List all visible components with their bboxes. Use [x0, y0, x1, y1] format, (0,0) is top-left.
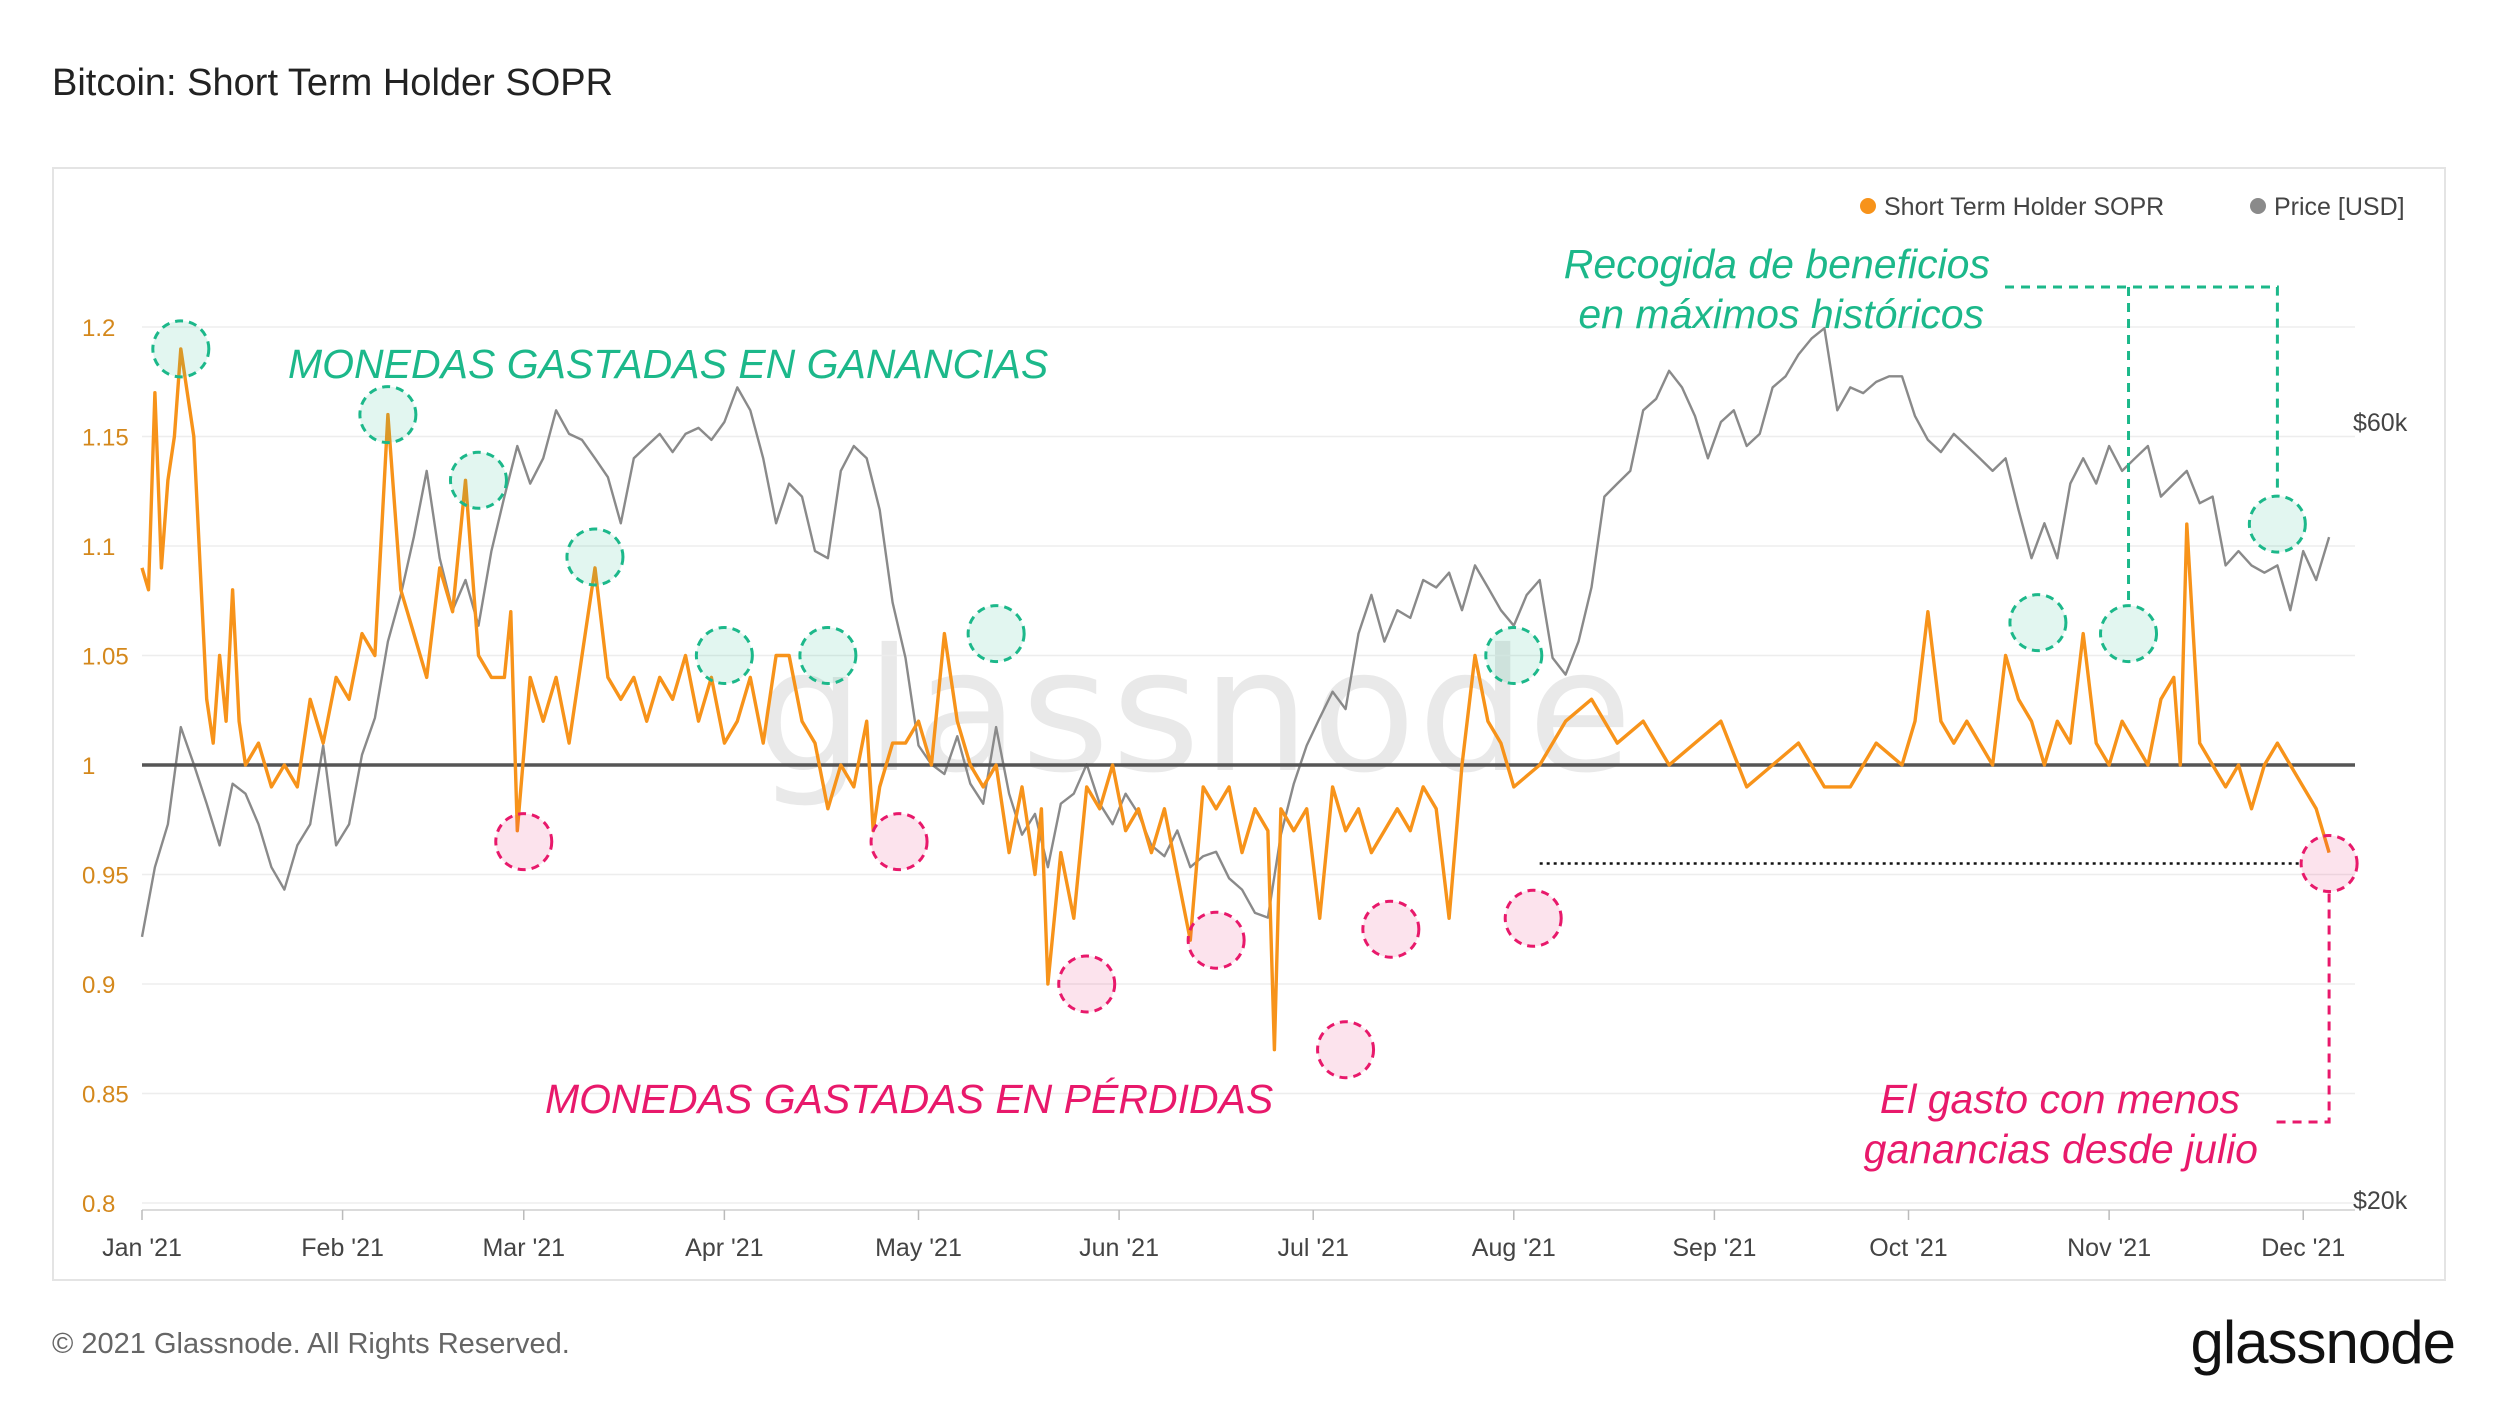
x-axis: Jan '21 Feb '21 Mar '21 Apr '21 May '21 Jun '… — [102, 1210, 2345, 1262]
annotation-ath-line2: en máximos históricos — [1578, 291, 1984, 337]
y-tick-label: 1.05 — [82, 644, 129, 671]
x-tick-label: Mar '21 — [482, 1234, 565, 1262]
gain-marker — [2247, 494, 2307, 554]
annotation-low-line2: ganancias desde julio — [1864, 1126, 2258, 1172]
y-tick-label: 0.95 — [82, 863, 129, 890]
legend-price-dot — [2250, 198, 2266, 214]
y-axis-right: $20k $60k — [2353, 409, 2408, 1215]
low-bracket — [2272, 893, 2331, 1124]
x-tick-label: Sep '21 — [1672, 1234, 1756, 1262]
gain-marker — [448, 450, 508, 510]
y-tick-label: 1 — [82, 753, 95, 780]
loss-marker — [1057, 954, 1117, 1014]
legend-sopr-dot — [1860, 198, 1876, 214]
x-tick-label: Aug '21 — [1472, 1234, 1556, 1262]
y-tick-label: 0.9 — [82, 972, 115, 999]
annotation-gains: MONEDAS GASTADAS EN GANANCIAS — [288, 341, 1048, 387]
x-tick-label: Jun '21 — [1079, 1234, 1159, 1262]
glassnode-logo: glassnode — [2190, 1309, 2456, 1376]
gain-marker — [2099, 604, 2159, 664]
legend-sopr-label[interactable]: Short Term Holder SOPR — [1884, 193, 2164, 221]
gain-marker — [694, 626, 754, 685]
annotation-low-line1: El gasto con menos — [1880, 1076, 2240, 1122]
y-axis-left: 0.8 0.85 0.9 0.95 1 1.05 1.1 1.15 1.2 — [82, 315, 129, 1218]
x-tick-label: Jan '21 — [102, 1234, 182, 1262]
x-tick-label: Apr '21 — [685, 1234, 763, 1262]
annotation-losses: MONEDAS GASTADAS EN PÉRDIDAS — [545, 1076, 1273, 1122]
y-right-tick-label: $60k — [2353, 409, 2408, 437]
y-tick-label: 1.2 — [82, 315, 115, 342]
loss-marker — [1503, 888, 1563, 948]
gain-marker — [966, 604, 1026, 664]
x-tick-label: Jul '21 — [1277, 1234, 1348, 1262]
loss-marker — [1361, 899, 1421, 959]
y-tick-label: 0.8 — [82, 1191, 115, 1218]
legend-price-label[interactable]: Price [USD] — [2274, 193, 2405, 221]
legend[interactable]: Short Term Holder SOPR Price [USD] — [1860, 193, 2405, 221]
x-tick-label: May '21 — [875, 1234, 962, 1262]
gain-marker — [565, 527, 625, 587]
x-tick-label: Feb '21 — [301, 1234, 384, 1262]
loss-marker — [1186, 910, 1246, 970]
chart-title: Bitcoin: Short Term Holder SOPR — [52, 62, 614, 104]
gain-marker — [798, 626, 858, 685]
loss-marker — [1316, 1020, 1376, 1080]
x-tick-label: Nov '21 — [2067, 1234, 2151, 1262]
loss-marker — [494, 812, 554, 872]
annotation-ath-line1: Recogida de beneficios — [1564, 241, 1990, 287]
gain-marker — [151, 319, 211, 379]
gain-marker — [358, 385, 418, 445]
x-tick-label: Oct '21 — [1869, 1234, 1947, 1262]
reference-lines — [1539, 285, 2331, 1124]
gain-marker — [1484, 626, 1544, 685]
x-tick-label: Dec '21 — [2261, 1234, 2345, 1262]
y-tick-label: 1.1 — [82, 534, 115, 561]
y-right-tick-label: $20k — [2353, 1187, 2408, 1215]
chart-panel — [52, 167, 2446, 1281]
sopr-series-group — [140, 347, 2331, 1052]
sopr-line — [140, 347, 2331, 1052]
loss-marker — [869, 812, 929, 872]
highlight-markers — [151, 319, 2359, 1080]
copyright-footer: © 2021 Glassnode. All Rights Reserved. — [52, 1328, 570, 1360]
loss-marker — [2299, 834, 2359, 894]
y-tick-label: 0.85 — [82, 1082, 129, 1109]
gain-marker — [2008, 593, 2068, 653]
ath-bracket — [2005, 285, 2279, 495]
y-tick-label: 1.15 — [82, 425, 129, 452]
